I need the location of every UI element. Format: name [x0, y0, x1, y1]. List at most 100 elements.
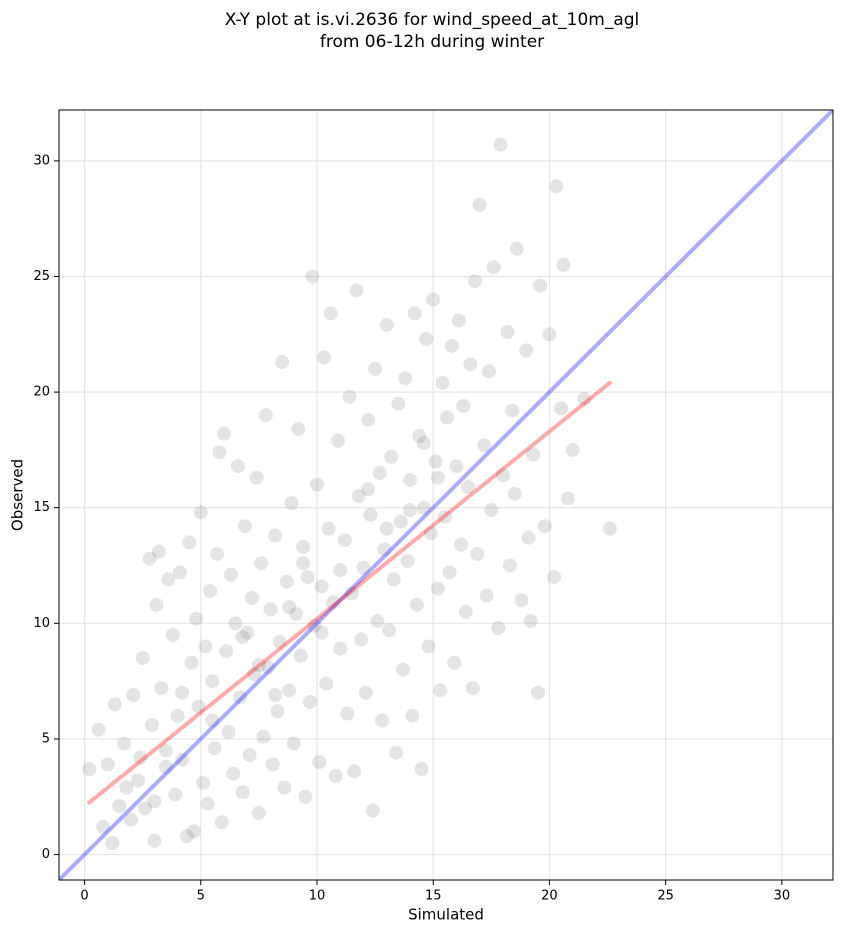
scatter-point [207, 741, 222, 756]
scatter-point [379, 318, 394, 333]
scatter-point [342, 389, 357, 404]
scatter-point [323, 306, 338, 321]
scatter-point [421, 639, 436, 654]
scatter-point [233, 690, 248, 705]
scatter-point [321, 521, 336, 536]
scatter-point [196, 775, 211, 790]
scatter-point [433, 683, 448, 698]
scatter-point [242, 748, 257, 763]
scatter-point [212, 445, 227, 460]
scatter-point [354, 632, 369, 647]
scatter-point [363, 507, 378, 522]
scatter-point [279, 574, 294, 589]
scatter-point [293, 648, 308, 663]
scatter-point [175, 685, 190, 700]
scatter-point [117, 736, 132, 751]
scatter-point [398, 371, 413, 386]
scatter-point [463, 357, 478, 372]
scatter-point [256, 729, 271, 744]
scatter-point [351, 489, 366, 504]
scatter-point [217, 426, 232, 441]
scatter-point [379, 521, 394, 536]
scatter-point [500, 324, 515, 339]
scatter-point [400, 553, 415, 568]
scatter-point [407, 306, 422, 321]
x-tick-label: 15 [425, 889, 442, 904]
scatter-point [165, 627, 180, 642]
y-tick-label: 15 [33, 500, 50, 515]
scatter-point [526, 447, 541, 462]
scatter-point [82, 762, 97, 777]
scatter-point [495, 468, 510, 483]
scatter-point [186, 824, 201, 839]
y-tick-label: 20 [33, 385, 50, 400]
scatter-point [270, 704, 285, 719]
scatter-point [284, 496, 299, 511]
scatter-point [240, 625, 255, 640]
scatter-point [530, 685, 545, 700]
scatter-point [131, 773, 146, 788]
scatter-point [340, 706, 355, 721]
scatter-point [349, 283, 364, 298]
scatter-point [161, 572, 176, 587]
scatter-point [179, 829, 194, 844]
scatter-point [502, 558, 517, 573]
scatter-point [291, 422, 306, 437]
scatter-point [265, 757, 280, 772]
scatter-point [384, 449, 399, 464]
scatter-point [361, 412, 376, 427]
scatter-point [149, 597, 164, 612]
scatter-point [430, 470, 445, 485]
scatter-point [261, 660, 276, 675]
fit-line [87, 380, 612, 805]
scatter-point [193, 505, 208, 520]
scatter-point [430, 581, 445, 596]
scatter-point [205, 713, 220, 728]
scatter-point [402, 472, 417, 487]
scatter-point [228, 616, 243, 631]
scatter-point [126, 688, 141, 703]
scatter-point [556, 257, 571, 272]
x-tick-label: 5 [197, 889, 205, 904]
scatter-point [472, 197, 487, 212]
scatter-point [205, 674, 220, 689]
scatter-point [251, 657, 266, 672]
chart-subtitle: from 06-12h during winter [320, 32, 544, 52]
scatter-point [561, 491, 576, 506]
scatter-point [375, 713, 390, 728]
scatter-point [226, 766, 241, 781]
scatter-point [486, 260, 501, 275]
scatter-point [237, 519, 252, 534]
scatter-point [282, 683, 297, 698]
scatter-point [254, 556, 269, 571]
x-tick-label: 30 [774, 889, 791, 904]
scatter-point [244, 590, 259, 605]
scatter-point [458, 604, 473, 619]
scatter-point [96, 819, 111, 834]
scatter-point [312, 755, 327, 770]
y-tick-label: 0 [42, 847, 50, 862]
scatter-point [300, 570, 315, 585]
scatter-point [547, 570, 562, 585]
scatter-point [549, 179, 564, 194]
scatter-point [200, 796, 215, 811]
x-tick-label: 10 [309, 889, 326, 904]
scatter-point [105, 836, 120, 851]
scatter-point [154, 681, 169, 696]
scatter-point [316, 350, 331, 365]
scatter-point [482, 364, 496, 379]
scatter-point [344, 586, 359, 601]
scatter-point [361, 482, 376, 497]
scatter-point [124, 812, 139, 827]
scatter-point [210, 546, 225, 561]
scatter-point [477, 438, 492, 453]
scatter-point [405, 708, 420, 723]
scatter-point [493, 137, 508, 152]
scatter-point [170, 708, 185, 723]
x-tick-label: 25 [657, 889, 674, 904]
scatter-point [484, 503, 499, 518]
scatter-point [221, 725, 236, 740]
scatter-point [303, 694, 318, 709]
scatter-point [447, 655, 462, 670]
